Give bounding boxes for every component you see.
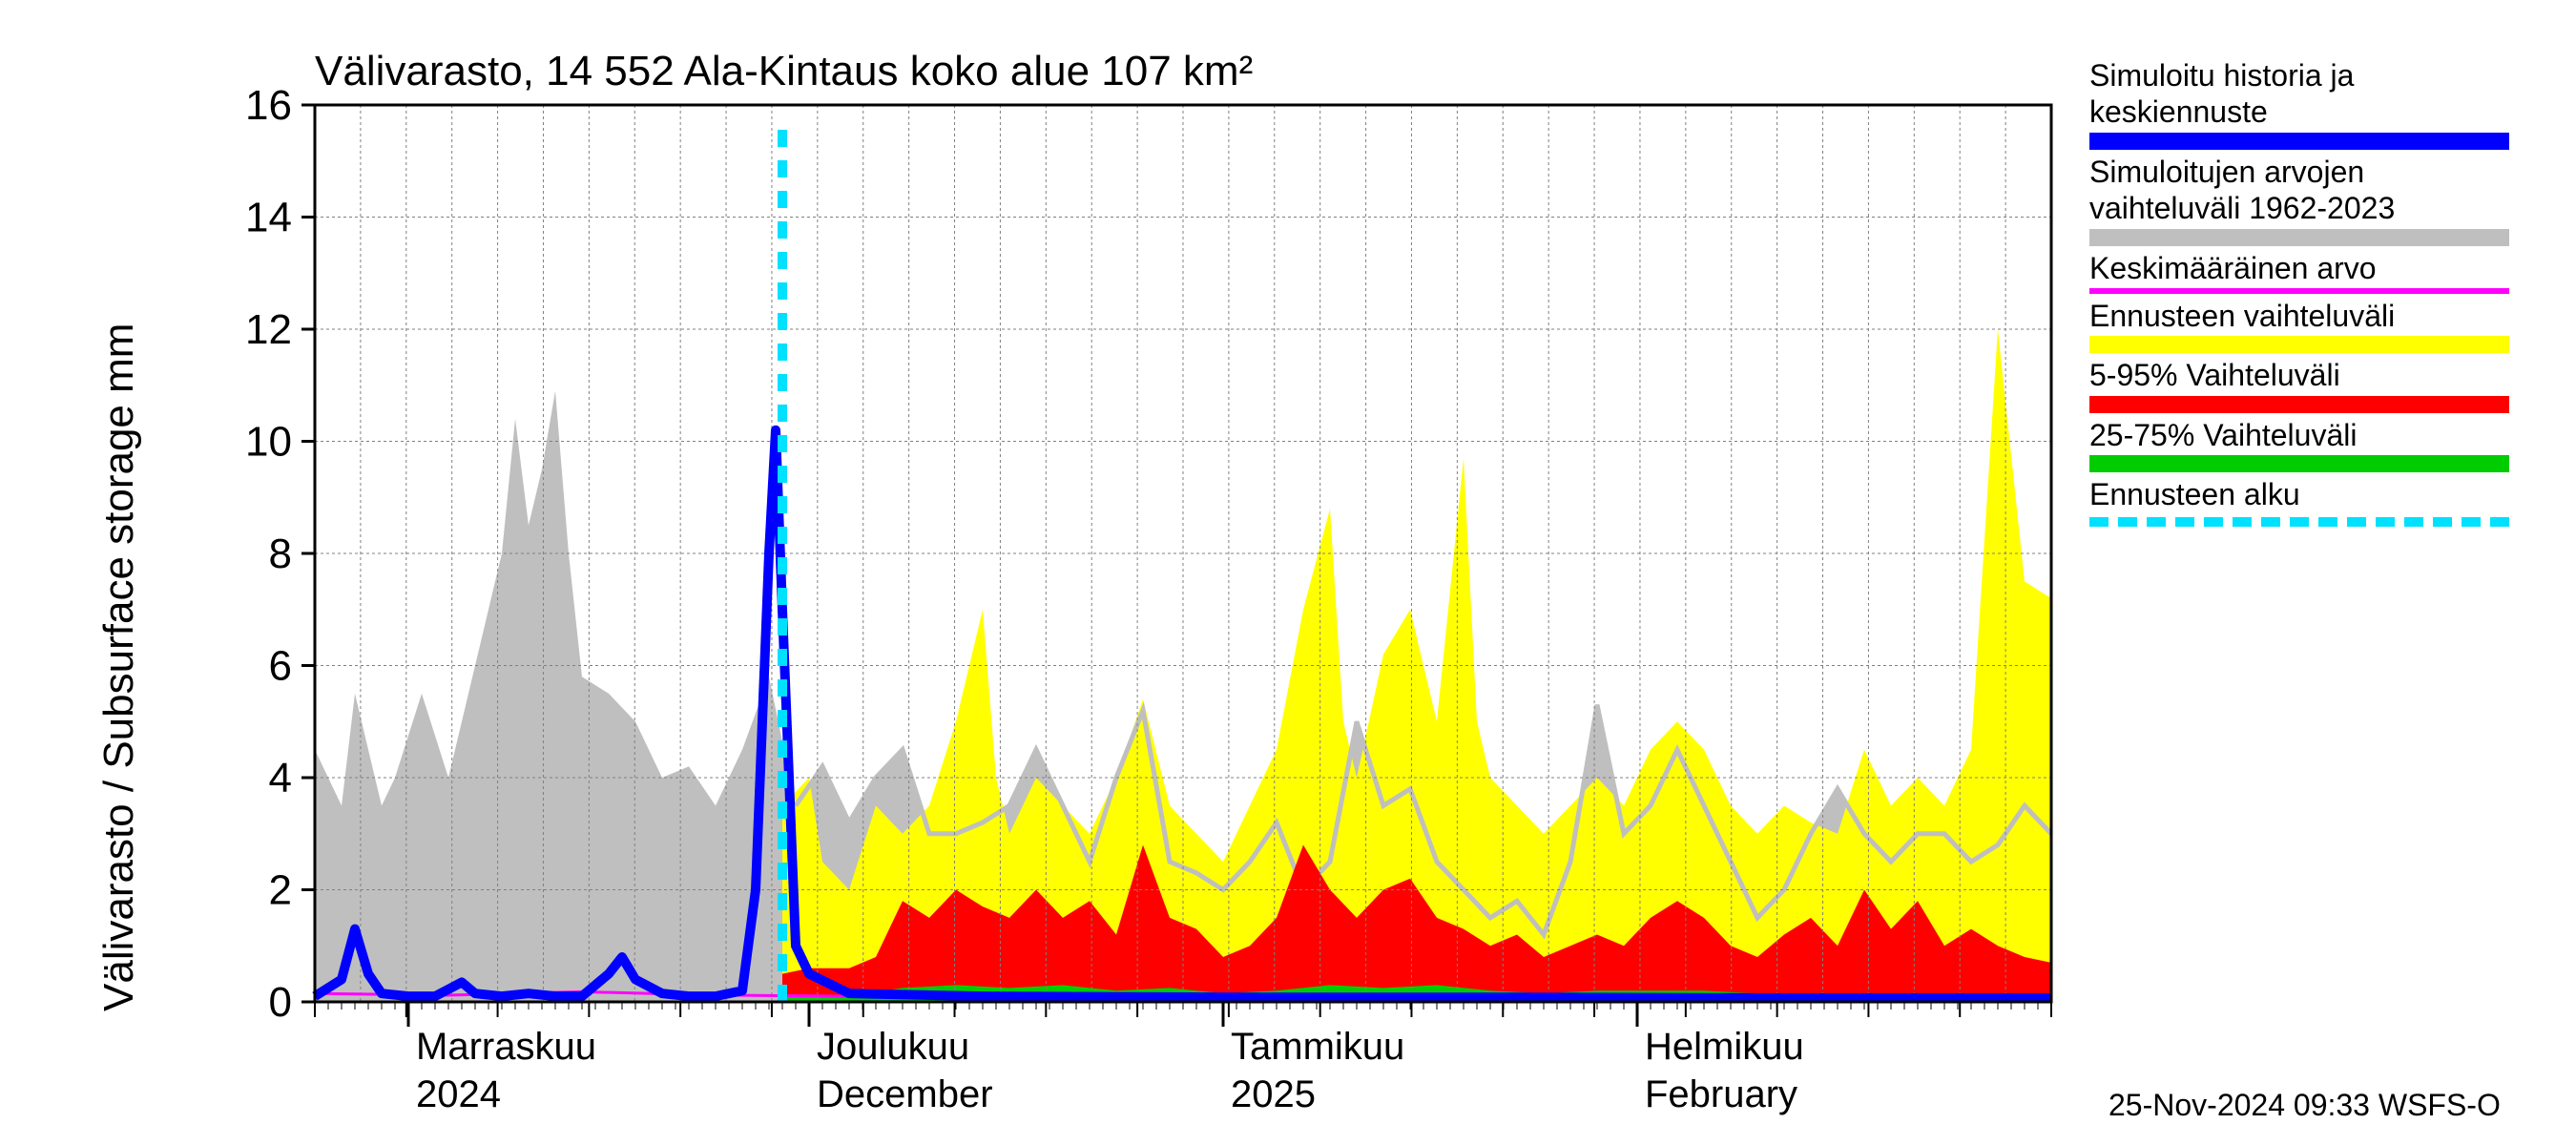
svg-text:0: 0 [269,979,292,1026]
legend: Simuloitu historia ja keskiennuste Simulo… [2089,57,2509,531]
svg-text:2: 2 [269,867,292,914]
svg-text:2024: 2024 [416,1073,501,1115]
legend-label: 5-95% Vaihteluväli [2089,357,2509,393]
svg-text:February: February [1645,1073,1797,1115]
svg-text:Joulukuu: Joulukuu [817,1026,969,1068]
svg-text:Helmikuu: Helmikuu [1645,1026,1804,1068]
svg-text:10: 10 [245,419,292,466]
svg-text:6: 6 [269,643,292,690]
legend-label: Simuloitu historia ja keskiennuste [2089,57,2509,131]
legend-label: Simuloitujen arvojen vaihteluväli 1962-2… [2089,154,2509,227]
svg-text:Marraskuu: Marraskuu [416,1026,596,1068]
svg-text:8: 8 [269,531,292,577]
legend-swatch [2089,288,2509,294]
legend-label: Ennusteen alku [2089,476,2509,512]
legend-swatch [2089,336,2509,353]
chart-root: Välivarasto, 14 552 Ala-Kintaus koko alu… [0,0,2576,1145]
legend-item: Ennusteen vaihteluväli [2089,298,2509,353]
legend-label: Keskimääräinen arvo [2089,250,2509,286]
legend-swatch [2089,455,2509,472]
legend-item: 25-75% Vaihteluväli [2089,417,2509,472]
legend-label: Ennusteen vaihteluväli [2089,298,2509,334]
legend-item: Keskimääräinen arvo [2089,250,2509,294]
legend-swatch [2089,133,2509,150]
svg-text:4: 4 [269,755,292,802]
footer-timestamp: 25-Nov-2024 09:33 WSFS-O [2109,1088,2501,1123]
legend-item: 5-95% Vaihteluväli [2089,357,2509,412]
svg-text:14: 14 [245,195,292,241]
svg-text:December: December [817,1073,993,1115]
svg-text:12: 12 [245,306,292,353]
legend-swatch [2089,517,2509,527]
legend-label: 25-75% Vaihteluväli [2089,417,2509,453]
svg-text:2025: 2025 [1231,1073,1316,1115]
legend-item: Ennusteen alku [2089,476,2509,526]
legend-item: Simuloitujen arvojen vaihteluväli 1962-2… [2089,154,2509,246]
legend-swatch [2089,396,2509,413]
svg-text:16: 16 [245,82,292,129]
svg-text:Tammikuu: Tammikuu [1231,1026,1404,1068]
legend-item: Simuloitu historia ja keskiennuste [2089,57,2509,150]
legend-swatch [2089,229,2509,246]
